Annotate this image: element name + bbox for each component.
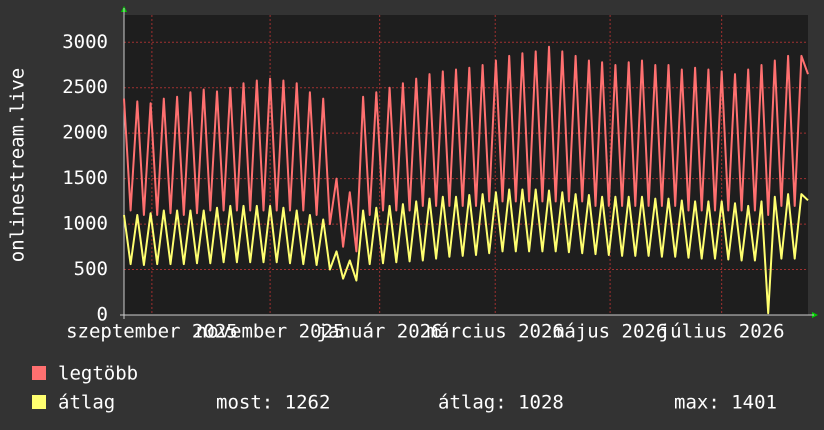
y-tick-label: 0: [97, 304, 108, 326]
x-tick-label: március 2026: [427, 321, 564, 343]
x-tick-label: szeptember 2025: [66, 321, 238, 343]
legend-swatch: [32, 395, 46, 409]
legend-swatch: [32, 366, 46, 380]
series-line: [123, 45, 809, 253]
axis-arrow: [812, 312, 818, 318]
y-tick-label: 2000: [62, 122, 108, 144]
y-axis-label: onlinestream.live: [7, 68, 29, 262]
y-tick-label: 500: [74, 258, 108, 280]
stat-current: most: 1262: [216, 392, 330, 414]
plot-area: [124, 15, 808, 315]
series-line: [123, 188, 809, 315]
x-tick-label: július 2026: [659, 321, 785, 343]
x-tick-label: november 2025: [196, 321, 345, 343]
x-tick-label: május 2026: [553, 321, 667, 343]
stat-average: átlag: 1028: [438, 392, 564, 414]
legend-label: legtöbb: [58, 363, 138, 385]
x-tick-label: január 2026: [317, 321, 443, 343]
stat-max: max: 1401: [674, 392, 777, 414]
y-tick-label: 1500: [62, 167, 108, 189]
y-tick-label: 1000: [62, 213, 108, 235]
legend-label: átlag: [58, 392, 115, 414]
y-tick-label: 2500: [62, 76, 108, 98]
y-tick-label: 3000: [62, 31, 108, 53]
